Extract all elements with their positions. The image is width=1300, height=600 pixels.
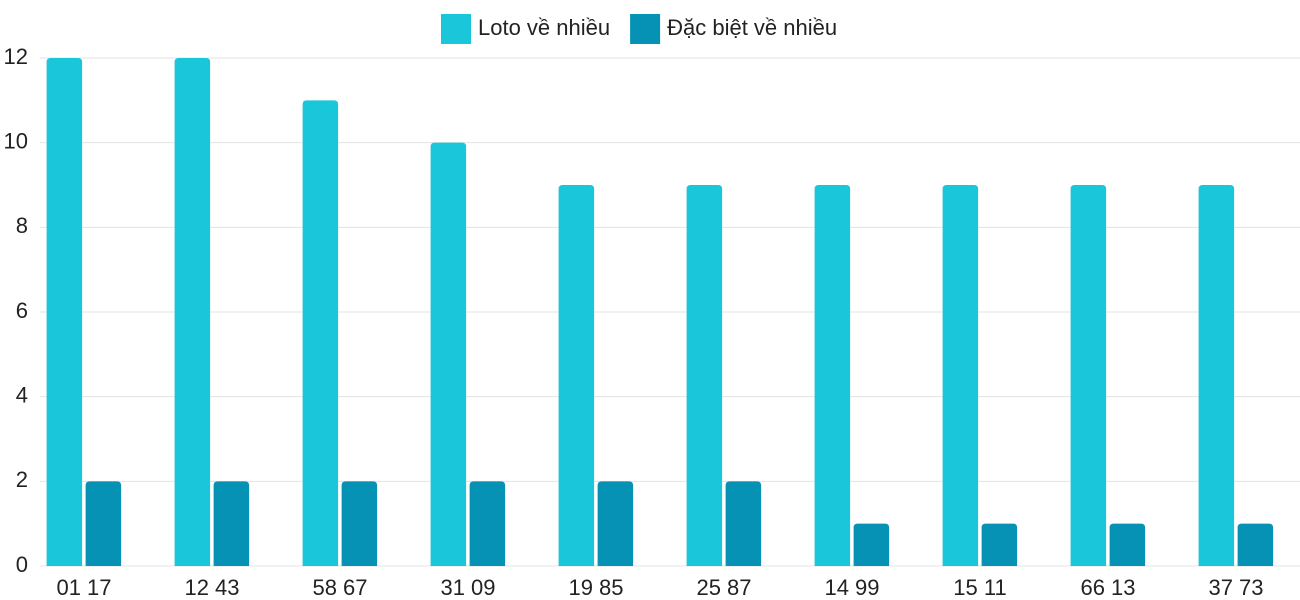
- y-tick-label: 4: [16, 382, 28, 407]
- x-tick-label: 12 43: [184, 575, 239, 600]
- bar: [853, 523, 890, 566]
- bar: [85, 481, 122, 566]
- x-tick-label: 14 99: [824, 575, 879, 600]
- bar: [981, 523, 1018, 566]
- bar: [469, 481, 506, 566]
- x-tick-label: 01 17: [56, 575, 111, 600]
- bar: [1198, 185, 1235, 566]
- y-tick-label: 12: [4, 44, 28, 69]
- bar: [174, 58, 211, 566]
- legend-swatch: [630, 14, 661, 44]
- x-tick-label: 25 87: [696, 575, 751, 600]
- bar: [725, 481, 762, 566]
- bar: [302, 100, 339, 566]
- bar: [686, 185, 723, 566]
- x-tick-label: 58 67: [312, 575, 367, 600]
- bar: [942, 185, 979, 566]
- y-tick-label: 10: [4, 128, 28, 153]
- y-tick-label: 2: [16, 467, 28, 492]
- bar: [1237, 523, 1274, 566]
- x-tick-label: 66 13: [1080, 575, 1135, 600]
- bar: [1070, 185, 1107, 566]
- y-tick-label: 0: [16, 552, 28, 577]
- x-tick-label: 19 85: [568, 575, 623, 600]
- x-tick-label: 31 09: [440, 575, 495, 600]
- legend-label: Loto về nhiều: [478, 15, 610, 40]
- bar: [341, 481, 378, 566]
- legend-label: Đặc biệt về nhiều: [667, 15, 837, 40]
- bar: [597, 481, 634, 566]
- bar: [1109, 523, 1146, 566]
- bar: [46, 58, 83, 566]
- bar: [213, 481, 250, 566]
- bar: [430, 142, 467, 566]
- y-tick-label: 6: [16, 298, 28, 323]
- x-tick-label: 15 11: [953, 575, 1006, 600]
- legend: Loto về nhiều Đặc biệt về nhiều: [441, 14, 837, 44]
- bar: [558, 185, 595, 566]
- bar: [814, 185, 851, 566]
- y-tick-label: 8: [16, 213, 28, 238]
- legend-swatch: [441, 14, 471, 44]
- x-tick-label: 37 73: [1208, 575, 1263, 600]
